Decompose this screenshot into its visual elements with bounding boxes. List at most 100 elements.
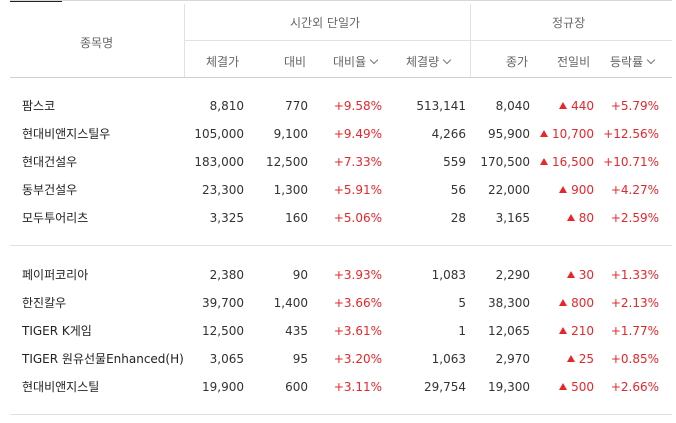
header-ah-volume-sort[interactable]: 체결량 (406, 53, 452, 70)
change-rate-cell: +5.79% (610, 99, 659, 113)
ah-price-cell: 2,380 (209, 268, 244, 282)
prev-change-value: 10,700 (552, 127, 594, 141)
header-afterhours-group: 시간외 단일가 (290, 16, 361, 30)
triangle-up-icon (559, 102, 568, 109)
ah-change-cell: 1,300 (273, 183, 308, 197)
ah-rate-cell: +9.49% (333, 127, 382, 141)
stock-name-link[interactable]: 현대비앤지스틸우 (22, 127, 111, 141)
stock-name-link[interactable]: 팜스코 (22, 99, 56, 113)
header-bottom-border (10, 77, 672, 78)
ah-price-cell: 183,000 (194, 155, 244, 169)
ah-price-cell: 39,700 (202, 296, 244, 310)
change-rate-cell: +0.85% (610, 352, 659, 366)
stock-name-link[interactable]: 모두투어리츠 (22, 211, 89, 225)
chevron-down-icon (442, 55, 452, 65)
header-divider-2 (470, 4, 471, 77)
ah-volume-cell: 29,754 (424, 380, 466, 394)
prev-change-value: 16,500 (552, 155, 594, 169)
stock-name-link[interactable]: 페이퍼코리아 (22, 268, 89, 282)
triangle-up-icon (566, 355, 575, 362)
change-rate-cell: +2.66% (610, 380, 659, 394)
change-rate-cell: +12.56% (603, 127, 659, 141)
ah-rate-cell: +3.20% (333, 352, 382, 366)
header-stock-name: 종목명 (80, 36, 114, 50)
stock-name-link[interactable]: 동부건설우 (22, 183, 78, 197)
stock-name-link[interactable]: 한진칼우 (22, 296, 67, 310)
header-close: 종가 (506, 55, 529, 69)
stock-name-link[interactable]: TIGER K게임 (22, 324, 92, 338)
close-cell: 3,165 (495, 211, 530, 225)
triangle-up-icon (540, 130, 548, 137)
ah-change-cell: 770 (285, 99, 308, 113)
ah-rate-cell: +5.06% (333, 211, 382, 225)
stock-name-link[interactable]: 현대건설우 (22, 155, 78, 169)
ah-volume-cell: 1,083 (431, 268, 466, 282)
ah-rate-cell: +3.93% (333, 268, 382, 282)
ah-rate-cell: +9.58% (333, 99, 382, 113)
change-rate-cell: +2.59% (610, 211, 659, 225)
header-change-rate-sort[interactable]: 등락률 (610, 53, 656, 70)
header-ah-change: 대비 (284, 55, 307, 69)
ah-rate-cell: +3.11% (333, 380, 382, 394)
ah-price-cell: 3,065 (209, 352, 244, 366)
prev-change-cell: 800 (559, 296, 594, 310)
header-prev-change: 전일비 (557, 55, 591, 69)
ah-price-cell: 105,000 (194, 127, 244, 141)
header-ah-rate-sort[interactable]: 대비율 (333, 53, 379, 70)
prev-change-value: 30 (578, 268, 594, 282)
prev-change-cell: 30 (566, 268, 594, 282)
header-ah-price: 체결가 (206, 55, 240, 69)
ah-change-cell: 95 (292, 352, 308, 366)
prev-change-value: 500 (571, 380, 594, 394)
ah-volume-cell: 4,266 (431, 127, 466, 141)
prev-change-value: 440 (571, 99, 594, 113)
ah-volume-cell: 1,063 (431, 352, 466, 366)
ah-rate-cell: +7.33% (333, 155, 382, 169)
triangle-up-icon (566, 214, 575, 221)
close-cell: 2,290 (495, 268, 530, 282)
close-cell: 2,970 (495, 352, 530, 366)
stock-name-link[interactable]: TIGER 원유선물Enhanced(H) (22, 352, 184, 366)
header-change-rate-label: 등락률 (610, 55, 644, 69)
header-regular-group: 정규장 (552, 16, 586, 30)
change-rate-cell: +1.77% (610, 324, 659, 338)
triangle-up-icon (559, 186, 568, 193)
tab-accent-bar (10, 0, 62, 2)
ah-change-cell: 160 (285, 211, 308, 225)
ah-price-cell: 23,300 (202, 183, 244, 197)
triangle-up-icon (559, 383, 568, 390)
chevron-down-icon (369, 55, 379, 65)
stock-name-link[interactable]: 현대비앤지스틸 (22, 380, 100, 394)
prev-change-value: 800 (571, 296, 594, 310)
prev-change-cell: 10,700 (540, 127, 594, 141)
ah-change-cell: 1,400 (273, 296, 308, 310)
ah-volume-cell: 28 (450, 211, 466, 225)
ah-volume-cell: 5 (458, 296, 466, 310)
prev-change-cell: 440 (559, 99, 594, 113)
triangle-up-icon (566, 271, 575, 278)
group-separator (10, 245, 672, 246)
change-rate-cell: +1.33% (610, 268, 659, 282)
header-ah-rate-label: 대비율 (333, 55, 367, 69)
prev-change-value: 210 (571, 324, 594, 338)
ah-price-cell: 19,900 (202, 380, 244, 394)
change-rate-cell: +10.71% (603, 155, 659, 169)
ah-rate-cell: +5.91% (333, 183, 382, 197)
ah-change-cell: 9,100 (273, 127, 308, 141)
table-bottom-border (10, 414, 672, 415)
header-ah-volume-label: 체결량 (406, 55, 440, 69)
prev-change-cell: 900 (559, 183, 594, 197)
header-top-border (10, 0, 672, 1)
header-divider-1 (184, 4, 185, 77)
ah-volume-cell: 56 (450, 183, 466, 197)
prev-change-value: 80 (578, 211, 594, 225)
change-rate-cell: +4.27% (610, 183, 659, 197)
ah-volume-cell: 559 (443, 155, 466, 169)
ah-change-cell: 12,500 (266, 155, 308, 169)
close-cell: 12,065 (488, 324, 530, 338)
ah-change-cell: 90 (292, 268, 308, 282)
header-mid-border (184, 40, 672, 41)
close-cell: 8,040 (495, 99, 530, 113)
ah-price-cell: 3,325 (209, 211, 244, 225)
triangle-up-icon (540, 158, 548, 165)
